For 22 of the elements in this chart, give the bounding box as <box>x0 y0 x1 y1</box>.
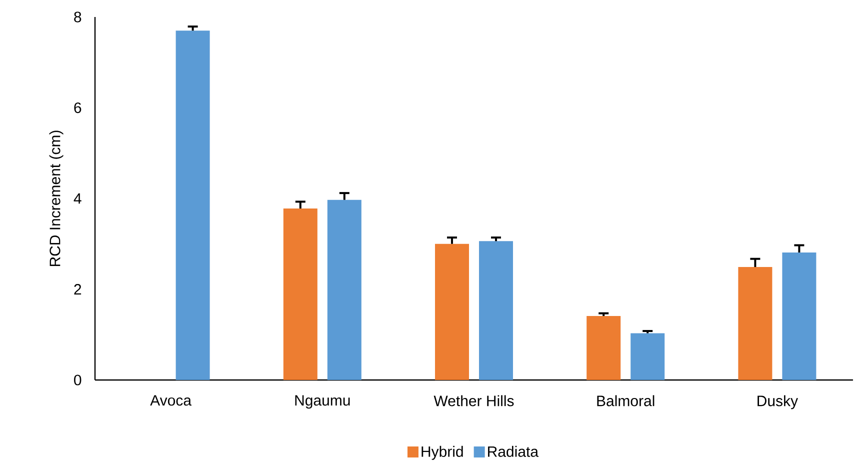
legend-label: Radiata <box>488 446 539 457</box>
x-tick-label: Dusky <box>758 395 798 410</box>
x-tick-label: Avoca <box>150 395 192 406</box>
bar <box>435 244 469 380</box>
y-tick-label: 6 <box>74 102 82 114</box>
y-tick-label: 2 <box>74 284 82 294</box>
bar <box>327 200 362 380</box>
bar <box>176 30 210 380</box>
y-tick-label: 8 <box>74 12 82 22</box>
x-tick-label: Wether Hills <box>434 395 514 406</box>
x-tick-label: Balmoral <box>597 395 654 406</box>
bar <box>283 208 318 380</box>
bar <box>586 316 621 380</box>
y-tick-label: 0 <box>74 374 82 386</box>
y-axis-title: RCD Increment (cm) <box>49 130 64 266</box>
x-tick-label: Ngaumu <box>295 395 350 409</box>
bar <box>782 252 816 380</box>
legend-label: Hybrid <box>422 446 463 460</box>
y-tick-label: 4 <box>74 193 82 204</box>
bar <box>738 267 772 380</box>
bar <box>479 241 513 380</box>
bar <box>630 333 665 380</box>
